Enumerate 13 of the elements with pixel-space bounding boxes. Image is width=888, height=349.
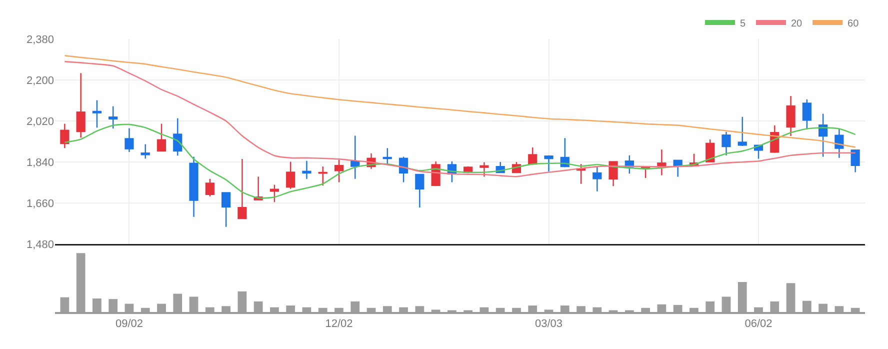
legend-label: 20 (791, 18, 803, 30)
x-tick-label: 12/02 (325, 318, 353, 330)
y-tick-label: 1,660 (26, 198, 54, 210)
legend-label: 60 (848, 18, 860, 30)
y-tick-label: 2,200 (26, 74, 54, 87)
y-tick-label: 2,020 (26, 116, 54, 128)
y-tick-label: 2,380 (26, 34, 54, 46)
y-tick-label: 1,840 (26, 156, 54, 169)
legend-label: 5 (740, 18, 746, 30)
x-tick-label: 03/03 (534, 318, 563, 330)
x-tick-label: 09/02 (115, 318, 143, 330)
y-tick-label: 1,480 (26, 238, 54, 251)
x-tick-label: 06/02 (744, 318, 772, 330)
